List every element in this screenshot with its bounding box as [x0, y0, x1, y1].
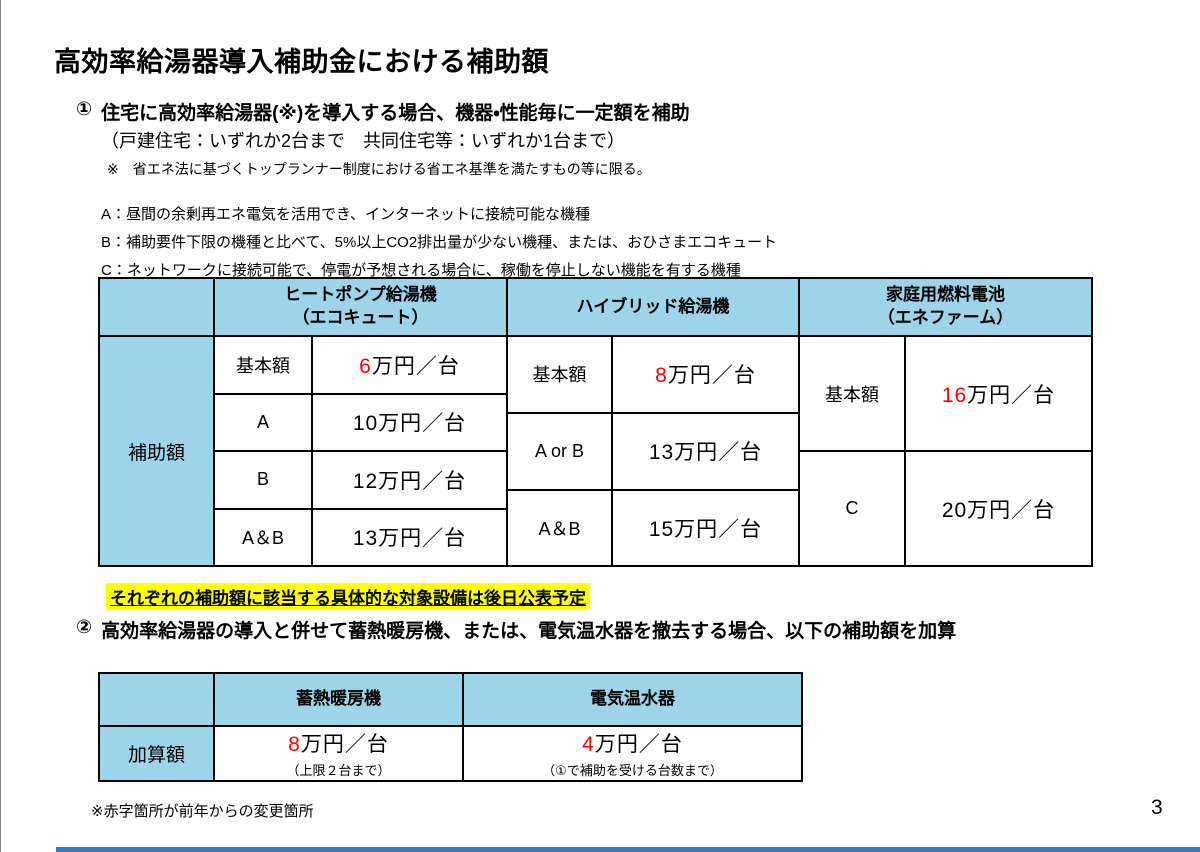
addition-table: 蓄熱暖房機 電気温水器 加算額 8万円／台 （上限２台まで） 4万円／台 （①で…	[98, 672, 803, 782]
column-header-hybrid: ハイブリッド給湯機	[508, 279, 798, 335]
footer-bar	[56, 847, 1200, 852]
row-header-subsidy-amount: 補助額	[100, 337, 213, 566]
hybrid-row-value: 8万円／台	[613, 337, 798, 412]
section1-note: ※ 省エネ法に基づくトップランナー制度における省エネ基準を満たすもの等に限る。	[107, 161, 651, 177]
heatpump-row-label: B	[215, 452, 311, 508]
section2-heading: ② 高効率給湯器の導入と併せて蓄熱暖房機、または、電気温水器を撤去する場合、以下…	[76, 616, 956, 643]
subsidy-table-corner-cell	[100, 279, 213, 335]
highlight-notice: それぞれの補助額に該当する具体的な対象設備は後日公表予定	[106, 583, 590, 610]
section1-subheading: （戸建住宅：いずれか2台まで 共同住宅等：いずれか1台まで）	[101, 131, 626, 151]
heatpump-row-value: 10万円／台	[313, 394, 506, 451]
section1-marker: ①	[76, 99, 93, 120]
storage-heater-value: 8万円／台 （上限２台まで）	[215, 727, 462, 780]
red-text-footnote: ※赤字箇所が前年からの変更箇所	[91, 803, 314, 820]
section2-heading-text: 高効率給湯器の導入と併せて蓄熱暖房機、または、電気温水器を撤去する場合、以下の補…	[101, 621, 957, 642]
heatpump-row-value: 13万円／台	[313, 509, 506, 566]
column-header-heatpump: ヒートポンプ給湯機 （エコキュート）	[215, 279, 506, 335]
row-header-addition-amount: 加算額	[100, 727, 213, 780]
column-header-enefarm: 家庭用燃料電池 （エネファーム）	[800, 279, 1091, 335]
section1-heading: ① 住宅に高効率給湯器(※)を導入する場合、機器・性能毎に一定額を補助	[76, 98, 690, 125]
hybrid-row-label: 基本額	[508, 337, 611, 412]
heatpump-row-label: A＆B	[215, 509, 311, 566]
hybrid-row-value: 15万円／台	[613, 490, 798, 566]
heatpump-row-label: 基本額	[215, 337, 311, 393]
heatpump-row-value: 12万円／台	[313, 452, 506, 508]
enefarm-row-label: 基本額	[800, 337, 904, 451]
definition-b: B：補助要件下限の機種と比べて、5%以上CO2排出量が少ない機種、または、おひさ…	[101, 233, 778, 251]
definition-a: A：昼間の余剰再エネ電気を活用でき、インターネットに接続可能な機種	[101, 206, 590, 223]
subsidy-table: ヒートポンプ給湯機 （エコキュート） ハイブリッド給湯機 家庭用燃料電池 （エネ…	[98, 277, 1093, 568]
hybrid-row-label: A＆B	[508, 490, 611, 566]
heatpump-row-label: A	[215, 394, 311, 451]
electric-water-heater-value: 4万円／台 （①で補助を受ける台数まで）	[464, 727, 801, 780]
page-number: 3	[1151, 796, 1163, 819]
definitions-list: A：昼間の余剰再エネ電気を活用でき、インターネットに接続可能な機種 B：補助要件…	[101, 201, 777, 284]
enefarm-row-value: 16万円／台	[906, 337, 1091, 451]
addition-table-corner-cell	[100, 674, 213, 725]
column-header-storage-heater: 蓄熱暖房機	[215, 674, 462, 725]
hybrid-row-value: 13万円／台	[613, 413, 798, 489]
definition-c: C：ネットワークに接続可能で、停電が予想される場合に、稼働を停止しない機能を有す…	[101, 261, 741, 279]
page-title: 高効率給湯器導入補助金における補助額	[54, 47, 549, 77]
enefarm-row-label: C	[800, 452, 904, 566]
section2-marker: ②	[76, 617, 93, 638]
heatpump-row-value: 6万円／台	[313, 337, 506, 393]
column-header-electric-water-heater: 電気温水器	[464, 674, 801, 725]
hybrid-row-label: A or B	[508, 413, 611, 489]
enefarm-row-value: 20万円／台	[906, 452, 1091, 566]
section1-heading-text: 住宅に高効率給湯器(※)を導入する場合、機器・性能毎に一定額を補助	[101, 103, 690, 124]
